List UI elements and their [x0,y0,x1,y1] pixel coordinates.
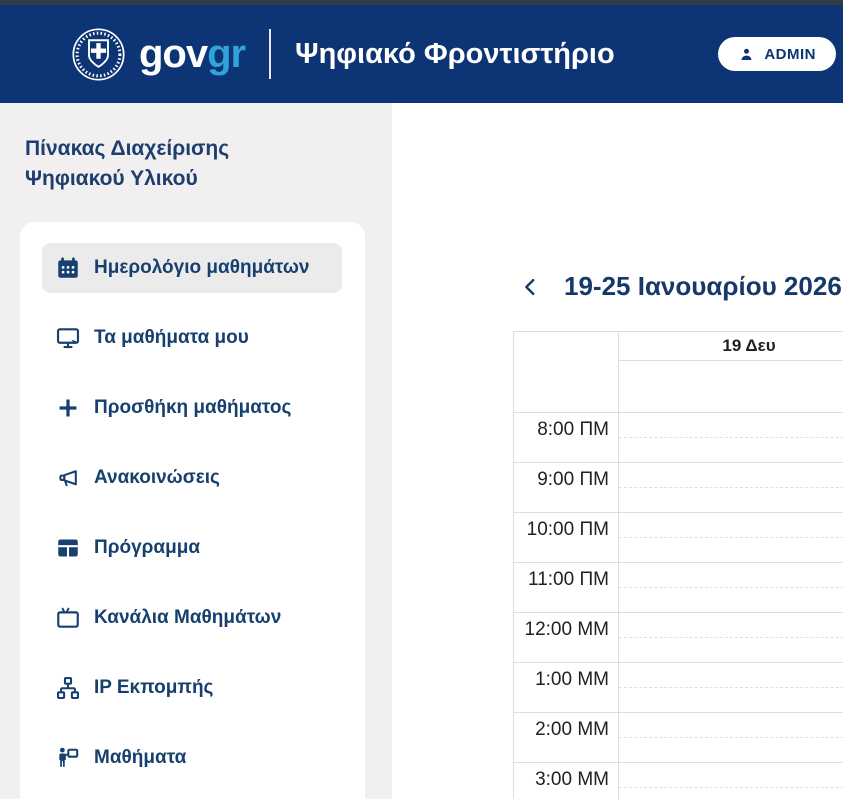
megaphone-icon [59,470,77,487]
calendar-corner-cell [514,332,619,413]
sidebar-item-label: Μαθήματα [94,747,187,768]
table-icon [58,539,78,557]
sidebar-item-label: Ανακοινώσεις [94,467,220,488]
sidebar-item-5[interactable]: Πρόγραμμα [42,523,342,573]
sidebar-item-label: Προσθήκη μαθήματος [94,397,292,418]
time-label: 1:00 ΜΜ [514,663,619,713]
time-slot-cell[interactable] [619,413,843,463]
week-navigation: 19-25 Ιανουαρίου 2026 [518,271,842,302]
sidebar-menu-card: Ημερολόγιο μαθημάτων Τα μαθήματα μου Προ… [20,222,365,799]
calendar-time-row: 10:00 ΠΜ [514,513,843,563]
sidebar-item-label: Ημερολόγιο μαθημάτων [94,257,310,278]
sidebar-item-label: Πρόγραμμα [94,537,201,558]
brand-gov: gov [139,31,208,76]
time-slot-cell[interactable] [619,713,843,763]
calendar-time-row: 11:00 ΠΜ [514,563,843,613]
sidebar-item-1[interactable]: Ημερολόγιο μαθημάτων [42,243,342,293]
calendar-time-row: 12:00 ΜΜ [514,613,843,663]
calendar-header: 19 Δευ [514,332,843,413]
week-calendar: 19 Δευ 8:00 ΠΜ 9:00 ΠΜ 10:00 ΠΜ 11:00 ΠΜ… [513,331,843,799]
tv-icon [57,607,79,628]
day-header-monday: 19 Δευ [619,332,843,361]
time-label: 9:00 ΠΜ [514,463,619,513]
calendar-time-row: 9:00 ΠΜ [514,463,843,513]
sidebar-item-7[interactable]: IP Εκπομπής [42,663,342,713]
admin-user-button[interactable]: ADMIN [718,37,836,71]
time-slot-cell[interactable] [619,563,843,613]
previous-week-button[interactable] [518,273,542,301]
time-label: 8:00 ΠΜ [514,413,619,463]
calendar-icon [58,257,78,278]
brand-gr: gr [207,31,246,76]
sidebar-item-8[interactable]: Μαθήματα [42,733,342,783]
person-icon [741,48,752,60]
time-label: 10:00 ΠΜ [514,513,619,563]
app-title: Ψηφιακό Φροντιστήριο [295,37,615,70]
sidebar-title: Πίνακας Διαχείρισης Ψηφιακού Υλικού [25,137,230,190]
time-slot-cell[interactable] [619,763,843,799]
admin-label: ADMIN [764,45,816,63]
header-divider [269,29,272,79]
network-icon [57,677,79,699]
main-content: 19-25 Ιανουαρίου 2026 19 Δευ 8:00 ΠΜ 9:0… [392,103,843,799]
time-label: 2:00 ΜΜ [514,713,619,763]
sidebar-item-6[interactable]: Κανάλια Μαθημάτων [42,593,342,643]
sidebar-item-label: Κανάλια Μαθημάτων [94,607,282,628]
top-strip [0,0,843,5]
calendar-time-row: 1:00 ΜΜ [514,663,843,713]
govgr-logo[interactable]: govgr [139,31,246,77]
app-header: govgr Ψηφιακό Φροντιστήριο ADMIN [0,5,843,103]
monitor-icon [56,328,80,349]
time-slot-cell[interactable] [619,663,843,713]
all-day-cell[interactable] [619,361,843,413]
sidebar-item-label: Τα μαθήματα μου [94,327,249,348]
time-label: 3:00 ΜΜ [514,763,619,799]
chevron-left-icon [525,278,535,295]
teacher-icon [59,747,79,767]
calendar-time-row: 3:00 ΜΜ [514,763,843,799]
time-slot-cell[interactable] [619,613,843,663]
time-slot-cell[interactable] [619,513,843,563]
sidebar-item-label: IP Εκπομπής [94,677,214,698]
time-label: 12:00 ΜΜ [514,613,619,663]
sidebar: Πίνακας Διαχείρισης Ψηφιακού Υλικού Ημερ… [0,103,392,799]
week-title: 19-25 Ιανουαρίου 2026 [564,271,842,301]
sidebar-item-2[interactable]: Τα μαθήματα μου [42,313,342,363]
sidebar-item-4[interactable]: Ανακοινώσεις [42,453,342,503]
time-label: 11:00 ΠΜ [514,563,619,613]
sidebar-item-3[interactable]: Προσθήκη μαθήματος [42,383,342,433]
calendar-time-row: 2:00 ΜΜ [514,713,843,763]
plus-icon [59,399,77,417]
time-slot-cell[interactable] [619,463,843,513]
calendar-body: 8:00 ΠΜ 9:00 ΠΜ 10:00 ΠΜ 11:00 ΠΜ 12:00 … [514,413,843,799]
greek-emblem-icon [72,27,125,81]
calendar-time-row: 8:00 ΠΜ [514,413,843,463]
